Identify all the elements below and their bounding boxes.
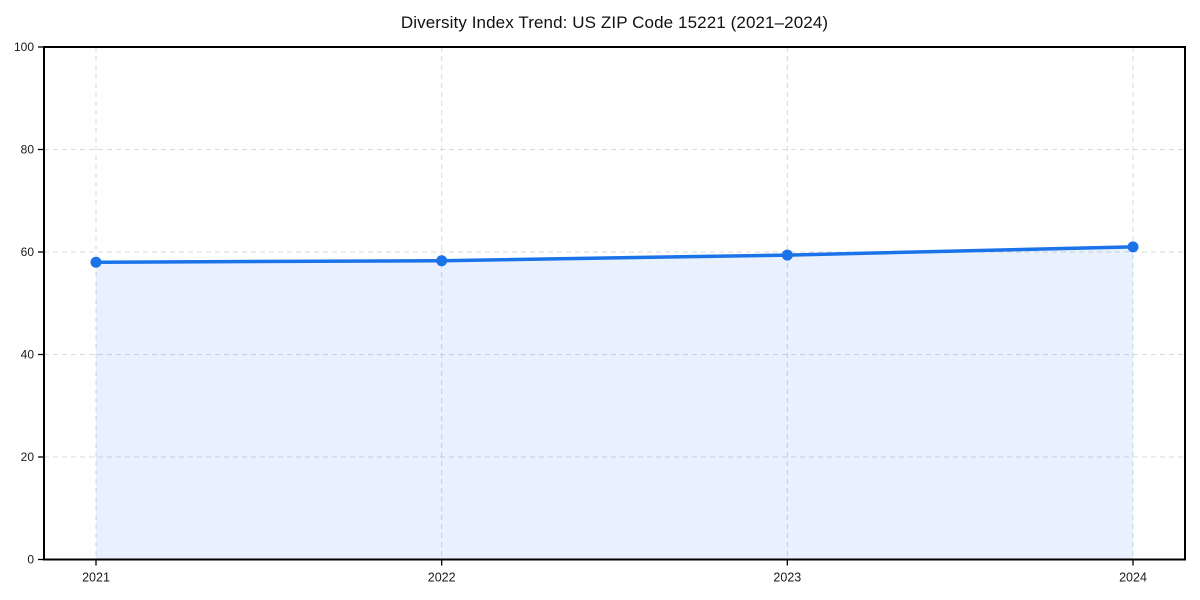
y-tick-label: 60 xyxy=(21,245,35,259)
plot-border xyxy=(43,46,1186,561)
y-tick-label: 80 xyxy=(21,143,35,157)
y-tick-label: 40 xyxy=(21,348,35,362)
x-tick-label: 2021 xyxy=(82,571,110,585)
x-tick-label: 2023 xyxy=(773,571,801,585)
x-tick-label: 2022 xyxy=(428,571,456,585)
x-tick-label: 2024 xyxy=(1119,571,1147,585)
y-tick-label: 0 xyxy=(27,553,34,567)
data-point xyxy=(436,255,448,267)
chart-title: Diversity Index Trend: US ZIP Code 15221… xyxy=(400,13,829,32)
data-point xyxy=(781,249,793,261)
data-point xyxy=(90,256,102,268)
y-tick-label: 20 xyxy=(21,450,35,464)
data-point xyxy=(1127,241,1139,253)
trend-line xyxy=(94,245,1135,264)
y-tick-label: 100 xyxy=(14,40,34,54)
area-fill xyxy=(96,246,1133,560)
